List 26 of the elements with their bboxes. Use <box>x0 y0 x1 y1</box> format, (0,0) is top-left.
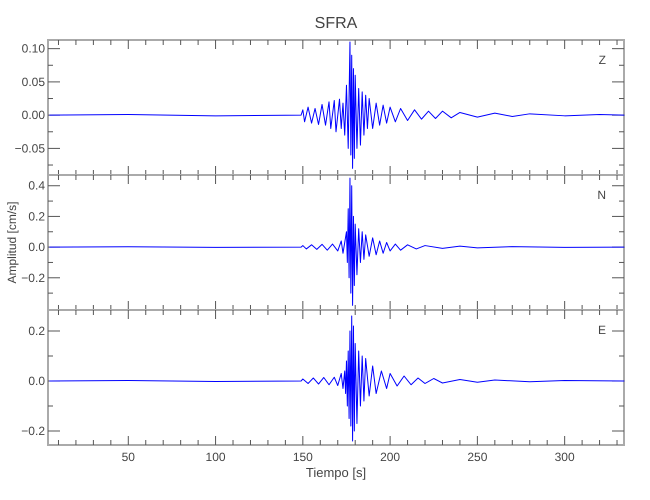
text: N <box>597 188 606 202</box>
y-tick-label: 0.05 <box>22 74 46 89</box>
x-axis-title: Tiempo [s] <box>306 465 366 480</box>
y-tick-label: 0.0 <box>28 240 46 254</box>
y-tick-label: 0.4 <box>28 178 46 193</box>
y-tick-label: 0.2 <box>28 324 46 338</box>
y-tick-label: 0.10 <box>22 42 46 56</box>
y-tick-label: −0.2 <box>21 424 46 438</box>
line-series <box>49 178 624 306</box>
y-tick-label: 0.0 <box>28 374 46 388</box>
x-tick-label: 200 <box>380 450 400 464</box>
chart-title: SFRA <box>314 15 358 32</box>
line-series <box>49 41 624 169</box>
y-tick-label: −0.05 <box>14 141 46 156</box>
x-tick-label: 250 <box>467 450 488 464</box>
x-tick-label: 100 <box>206 450 226 464</box>
text: E <box>598 323 606 337</box>
x-tick-label: 50 <box>122 450 136 464</box>
x-tick-label: 300 <box>554 450 575 464</box>
y-tick-label: 0.00 <box>22 108 46 122</box>
text: Z <box>598 53 606 67</box>
line-series <box>49 316 624 442</box>
y-axis-title: Amplitud [cm/s] <box>5 201 19 284</box>
y-tick-label: −0.2 <box>21 270 46 285</box>
y-tick-label: 0.2 <box>28 209 46 224</box>
x-tick-label: 150 <box>292 450 314 464</box>
